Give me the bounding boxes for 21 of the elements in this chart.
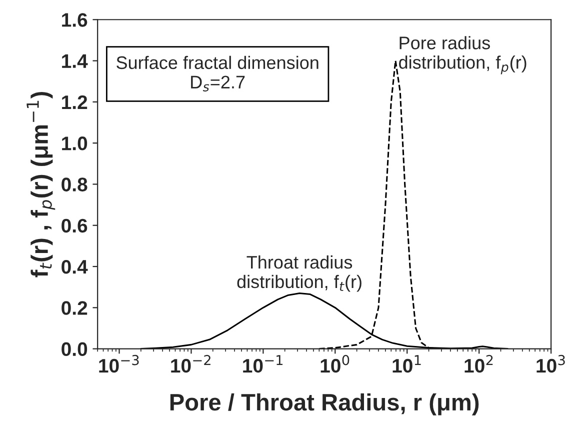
y-tick-label: 0.6 — [62, 218, 88, 233]
series-label: Throat radius distribution, f$_{t}$(r) — [237, 255, 362, 292]
y-tick-label: 1.4 — [62, 54, 88, 68]
annotation: Surface fractal dimension D$_{s}$=2.7 — [116, 56, 318, 92]
series-label: Pore radius distribution, f$_{p}$(r) — [399, 36, 526, 74]
y-tick-label: 0.2 — [62, 301, 88, 315]
x-tick-label: 10$^{0}$ — [320, 354, 350, 373]
x-tick-label: 10$^{1}$ — [392, 355, 421, 373]
x-axis-title: Pore / Throat Radius, r (μm) — [170, 393, 479, 416]
x-tick-label: 10$^{−3}$ — [99, 354, 139, 373]
y-tick-label: 0.0 — [62, 342, 88, 356]
x-tick-label: 10$^{−2}$ — [171, 354, 210, 373]
x-tick-label: 10$^{2}$ — [464, 354, 493, 373]
y-axis-title: f$_{t}$(r) , f$_{p}$(r) (μm$^{−1}$) — [26, 92, 56, 278]
x-tick-label: 10$^{−1}$ — [243, 355, 283, 373]
y-tick-label: 0.4 — [62, 260, 88, 274]
y-tick-label: 1.6 — [62, 13, 88, 27]
x-tick-label: 10$^{3}$ — [536, 354, 565, 373]
y-tick-label: 0.8 — [62, 178, 88, 192]
y-tick-label: 1.2 — [62, 95, 88, 109]
y-tick-label: 1.0 — [62, 136, 88, 150]
